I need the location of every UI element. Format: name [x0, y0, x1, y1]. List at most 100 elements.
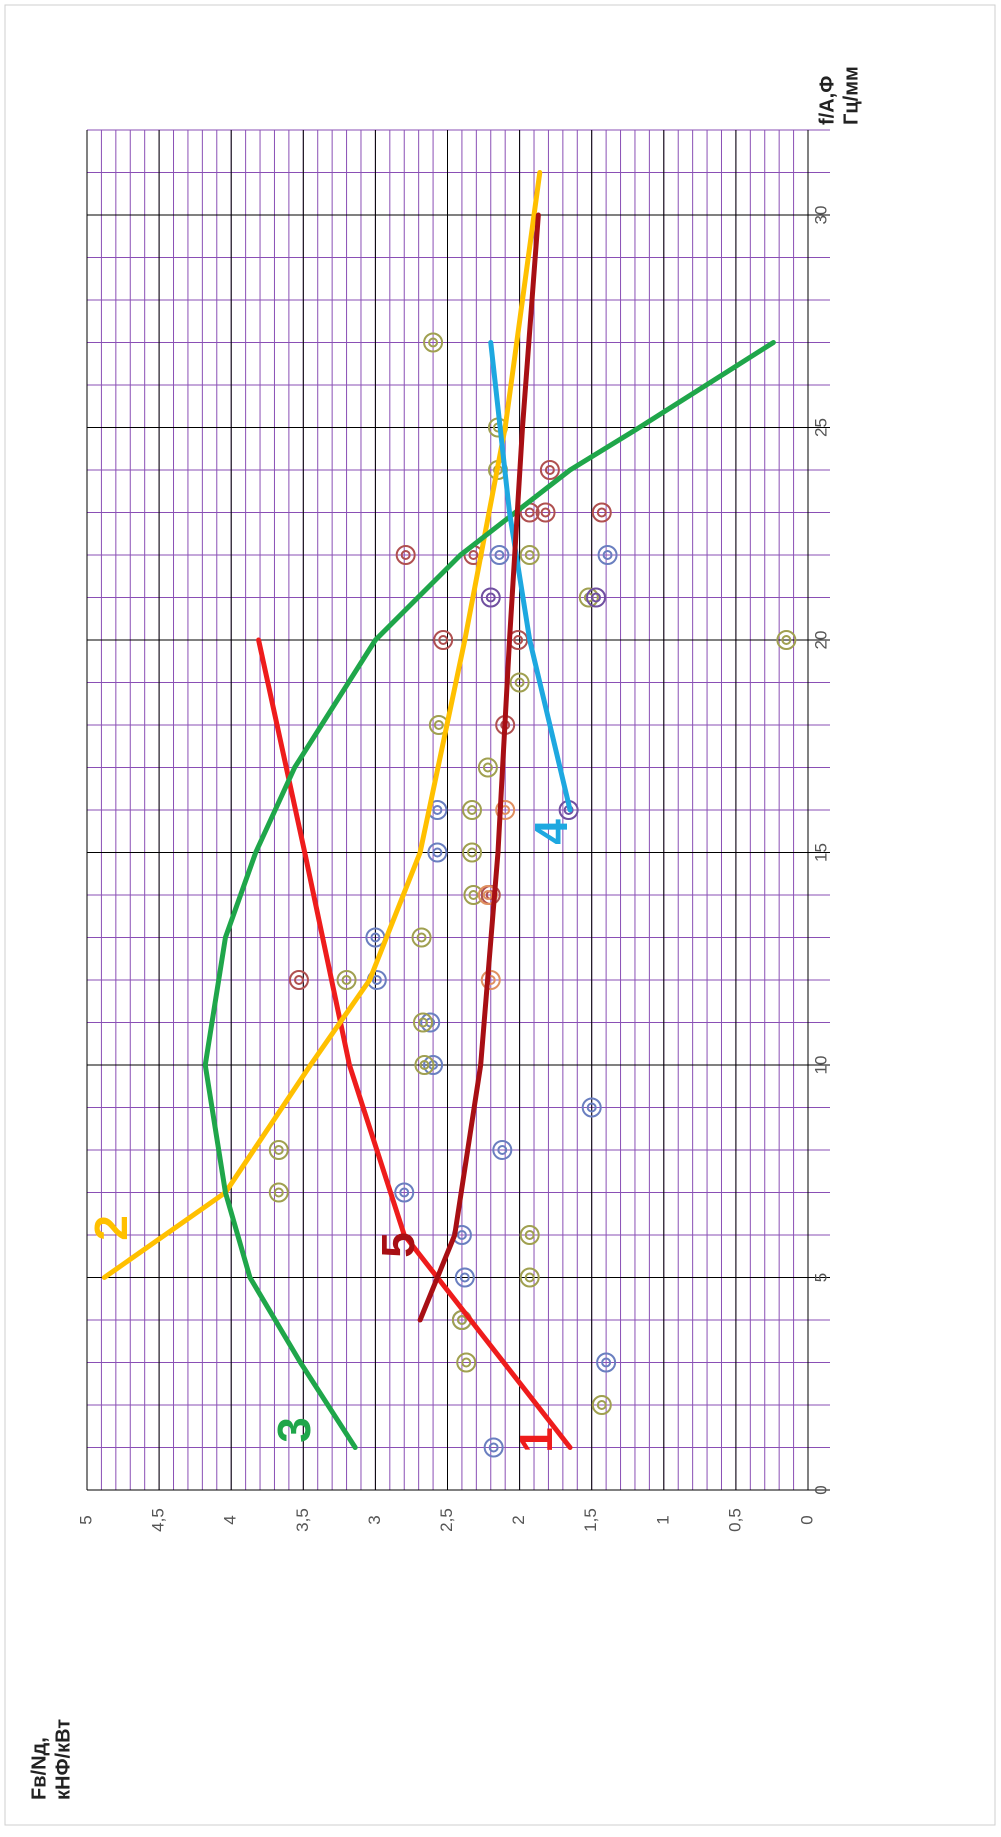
x-tick-label: 25	[811, 418, 830, 437]
y-tick-label: 3,5	[293, 1508, 312, 1532]
curve-label: 1	[510, 1427, 562, 1453]
data-point-inner	[461, 1357, 472, 1368]
data-point-inner	[456, 1230, 467, 1240]
data-point	[427, 842, 448, 863]
data-point	[420, 1012, 441, 1033]
data-point-inner	[601, 1357, 612, 1368]
data-point-inner	[514, 677, 525, 688]
data-point	[776, 630, 797, 650]
data-point	[412, 1012, 433, 1033]
data-point	[456, 1352, 477, 1373]
data-point	[483, 1437, 504, 1458]
data-point-inner	[416, 932, 427, 943]
y-tick-label: 0,5	[725, 1508, 744, 1532]
data-point-inner	[524, 507, 535, 518]
x-tick-label: 20	[811, 631, 830, 650]
data-point	[268, 1182, 289, 1203]
data-point	[578, 587, 599, 608]
curve	[101, 170, 543, 1280]
curve	[417, 212, 541, 1323]
data-point-inner	[544, 465, 555, 475]
data-point	[489, 545, 510, 565]
data-point	[462, 842, 483, 863]
data-point	[535, 502, 556, 523]
y-tick-label: 4	[221, 1515, 240, 1524]
data-point	[586, 587, 607, 608]
y-axis-label: Fв/Nд,	[28, 1737, 50, 1800]
data-point-inner	[459, 1272, 470, 1283]
data-point-inner	[781, 635, 792, 645]
data-point-inner	[428, 337, 439, 348]
x-tick-label: 15	[811, 843, 830, 862]
curve-label: 2	[85, 1215, 137, 1241]
y-tick-label: 1	[653, 1515, 672, 1524]
data-point-inner	[482, 890, 493, 900]
data-point-inner	[524, 1230, 535, 1240]
curve	[256, 637, 573, 1450]
marks: 1 2 3 4 5	[85, 170, 797, 1458]
data-point-inner	[602, 550, 613, 560]
data-point-inner	[468, 550, 479, 560]
data-point	[268, 1140, 289, 1160]
data-point-inner	[468, 890, 479, 900]
data-point	[480, 587, 501, 608]
data-point-inner	[596, 1400, 607, 1410]
x-axis-label: Гц/мм	[840, 66, 862, 125]
data-point	[495, 800, 516, 820]
data-point-inner	[497, 1145, 508, 1155]
data-point-inner	[456, 1315, 467, 1325]
curve	[202, 340, 776, 1450]
curve-label: 5	[372, 1232, 424, 1258]
data-point	[596, 1352, 617, 1373]
data-point-inner	[432, 847, 443, 858]
data-point-inner	[494, 550, 505, 560]
data-point	[433, 630, 454, 650]
data-point	[597, 545, 618, 565]
data-point-inner	[591, 592, 602, 603]
data-point	[509, 672, 530, 693]
data-point	[462, 800, 483, 820]
y-tick-label: 2	[509, 1515, 528, 1524]
data-point	[336, 970, 357, 990]
x-axis-label: f/A,Ф	[816, 76, 838, 125]
curve	[488, 340, 573, 813]
frame	[4, 4, 996, 1826]
data-point	[519, 1267, 540, 1288]
data-point-inner	[273, 1145, 284, 1155]
data-point-inner	[596, 507, 607, 518]
y-tick-label: 3	[365, 1515, 384, 1524]
data-point	[395, 545, 416, 565]
x-tick-label: 10	[811, 1056, 830, 1075]
curve-label: 4	[525, 819, 577, 845]
y-tick-label: 2,5	[437, 1508, 456, 1532]
data-point	[591, 1395, 612, 1415]
y-tick-label: 0	[797, 1515, 816, 1524]
data-point-inner	[417, 1017, 428, 1028]
x-tick-label: 30	[811, 206, 830, 225]
curve-label: 3	[268, 1417, 320, 1443]
y-tick-label: 4,5	[149, 1508, 168, 1532]
data-point-inner	[370, 932, 381, 943]
data-point	[492, 1140, 513, 1160]
data-point	[477, 757, 498, 778]
data-point	[288, 970, 309, 990]
data-point-inner	[467, 805, 478, 815]
data-point	[591, 502, 612, 523]
data-point	[581, 1097, 602, 1118]
y-axis-label: кНФ/кВт	[52, 1719, 74, 1800]
data-point-inner	[293, 975, 304, 985]
data-point-inner	[482, 762, 493, 773]
data-point-inner	[438, 635, 449, 645]
data-point-inner	[485, 592, 496, 603]
data-point-inner	[524, 550, 535, 560]
data-point-inner	[467, 847, 478, 858]
data-point-inner	[513, 635, 524, 645]
data-point	[394, 1182, 415, 1203]
data-point-inner	[488, 1442, 499, 1453]
data-point-inner	[400, 550, 411, 560]
data-point-inner	[371, 975, 382, 985]
data-point	[519, 1225, 540, 1245]
data-point-inner	[524, 1272, 535, 1283]
